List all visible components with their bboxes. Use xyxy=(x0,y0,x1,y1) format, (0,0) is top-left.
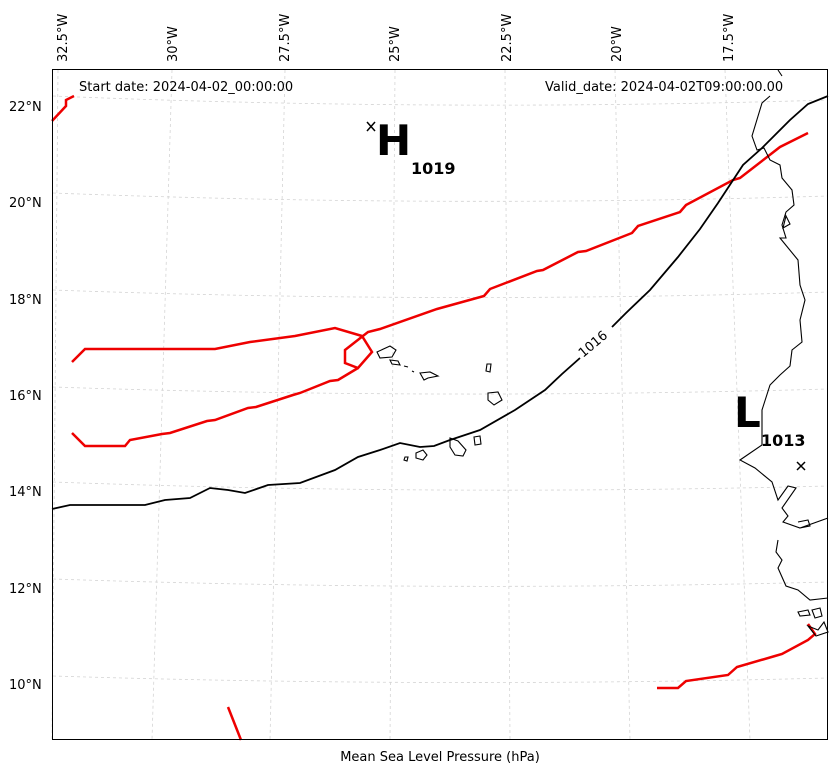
lat-tick-label: 16°N xyxy=(9,389,42,404)
high-label: H xyxy=(376,116,411,165)
island-sao-vicente xyxy=(389,359,401,366)
high-center-marker xyxy=(366,121,376,132)
lon-tick-label: 32.5°W xyxy=(56,14,71,62)
low-center-marker xyxy=(796,461,806,471)
lon-tick-label: 25°W xyxy=(388,26,403,62)
lon-tick-label: 27.5°W xyxy=(278,14,293,62)
valid-date: Valid_date: 2024-04-02T09:00:00.00 xyxy=(545,80,783,95)
lat-tick-label: 22°N xyxy=(9,100,42,115)
island-small-1 xyxy=(403,365,409,368)
isobar-label: 1016 xyxy=(576,328,611,361)
red-contour-main xyxy=(71,131,809,370)
red-contour-southwest xyxy=(226,706,243,741)
red-contour-southeast xyxy=(657,623,817,690)
island-brava xyxy=(403,456,409,462)
island-small-2 xyxy=(411,370,415,373)
lat-tick-label: 14°N xyxy=(9,485,42,500)
red-contour-northwest xyxy=(51,94,75,122)
pressure-markers xyxy=(366,121,806,471)
lat-tick-label: 18°N xyxy=(9,293,42,308)
low-value: 1013 xyxy=(761,431,806,450)
lat-tick-label: 20°N xyxy=(9,196,42,211)
start-date: Start date: 2024-04-02_00:00:00 xyxy=(79,80,293,95)
red-contour-south xyxy=(71,366,359,448)
high-value: 1019 xyxy=(411,159,456,178)
island-sal xyxy=(485,363,492,373)
island-sao-nicolau xyxy=(419,371,440,381)
red-contours xyxy=(51,94,817,741)
africa-coast xyxy=(738,95,829,637)
lon-tick-label: 20°W xyxy=(610,26,625,62)
island-maio xyxy=(473,435,482,446)
island-boa-vista xyxy=(487,391,503,406)
lon-tick-label: 17.5°W xyxy=(722,14,737,62)
low-label: L xyxy=(734,388,761,437)
island-santiago xyxy=(449,437,467,457)
lat-tick-label: 12°N xyxy=(9,582,42,597)
lat-tick-label: 10°N xyxy=(9,678,42,693)
island-fogo xyxy=(415,449,428,461)
lat-tick-labels: 22°N 20°N 18°N 16°N 14°N 12°N 10°N xyxy=(9,100,42,693)
map-frame xyxy=(52,69,828,740)
lon-tick-labels: 32.5°W 30°W 27.5°W 25°W 22.5°W 20°W 17.5… xyxy=(56,14,737,62)
isobar-1016 xyxy=(51,95,829,510)
graticule xyxy=(51,69,829,741)
coastlines xyxy=(376,69,829,637)
coast-upper-nub xyxy=(777,69,783,77)
x-axis-label: Mean Sea Level Pressure (hPa) xyxy=(340,750,540,765)
island-santo-antao xyxy=(376,345,397,359)
lon-tick-label: 22.5°W xyxy=(500,14,515,62)
lon-tick-label: 30°W xyxy=(166,26,181,62)
